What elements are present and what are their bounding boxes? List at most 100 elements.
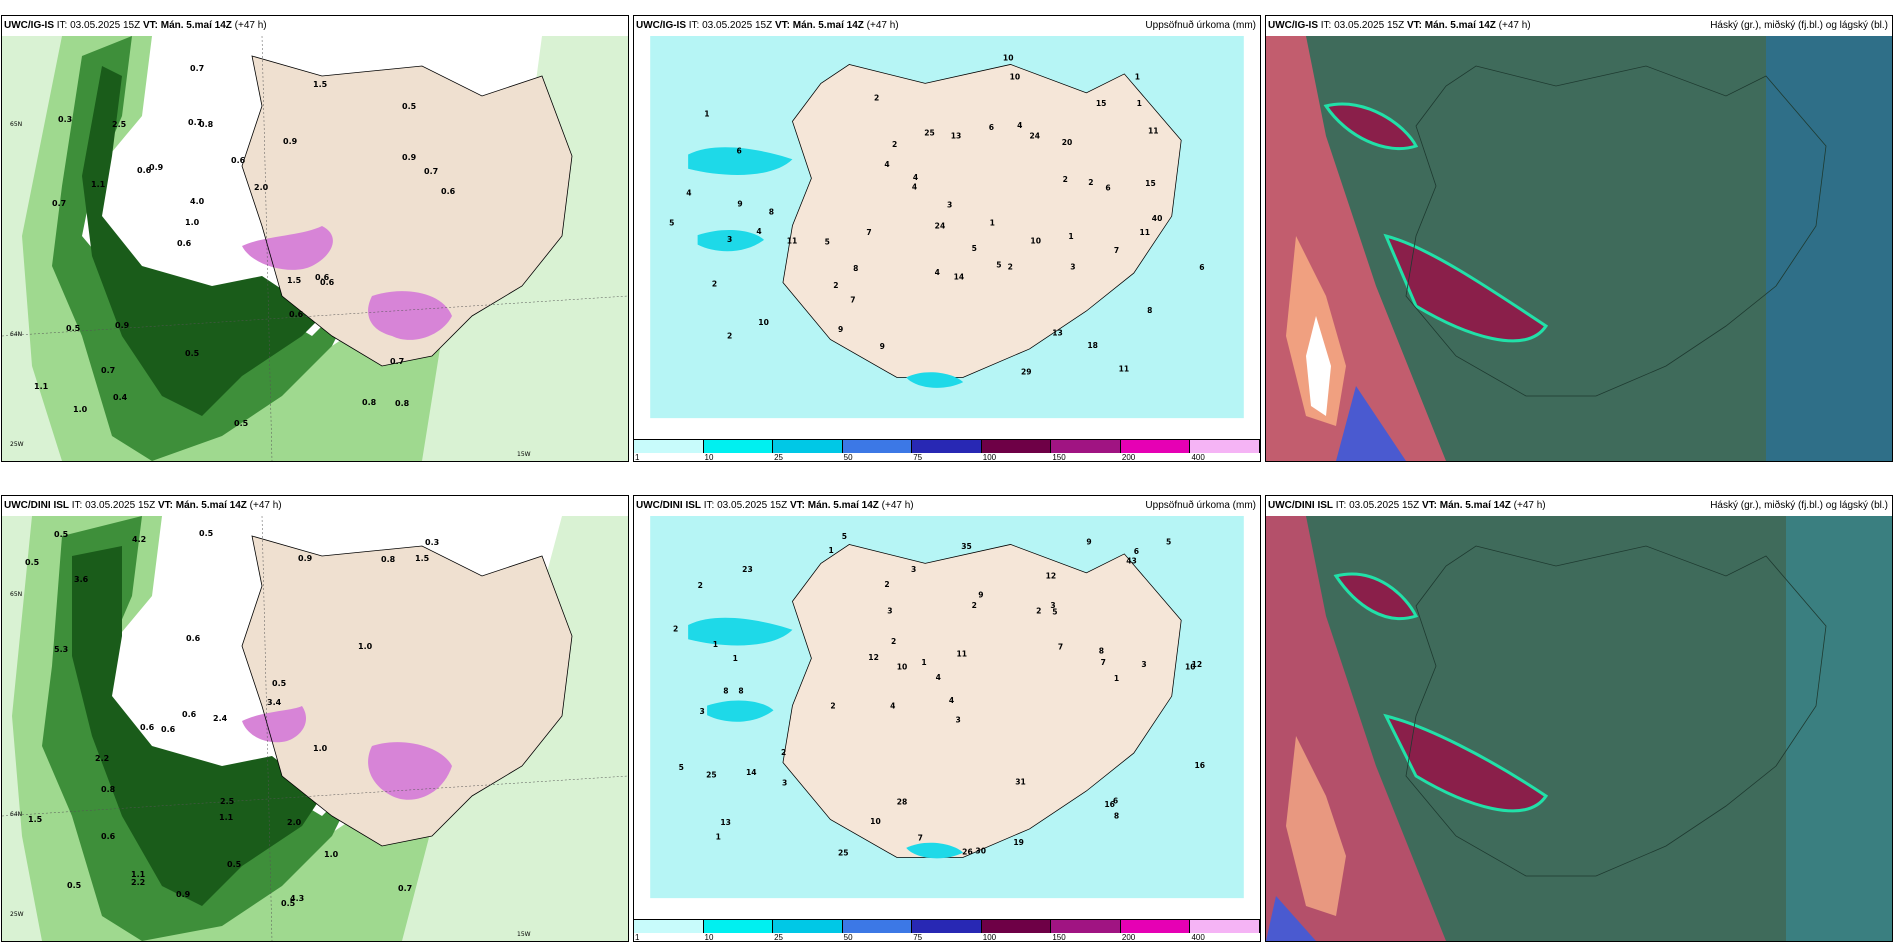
value-label: 4 — [935, 268, 940, 277]
value-label: 8 — [723, 686, 728, 695]
value-label: 0.5 — [227, 860, 242, 869]
lead-time: (+47 h) — [249, 500, 282, 511]
value-label: 0.7 — [424, 167, 438, 176]
value-label: 6 — [1113, 796, 1118, 805]
valid-time: VT: Mán. 5.maí 14Z — [774, 20, 864, 31]
init-time: IT: 03.05.2025 15Z — [703, 500, 788, 511]
init-time: IT: 03.05.2025 15Z — [688, 20, 773, 31]
value-label: 1 — [733, 654, 738, 663]
value-label: 6 — [1134, 547, 1139, 556]
value-label: 3.6 — [74, 575, 89, 584]
value-label: 26 — [962, 848, 973, 857]
value-label: 11 — [956, 649, 967, 658]
colorbar-swatch — [1120, 919, 1191, 933]
value-label: 2 — [1063, 175, 1068, 184]
low-cloud-patch — [1266, 896, 1316, 941]
value-label: 0.5 — [272, 679, 287, 688]
value-label: 3.4 — [267, 698, 282, 707]
valid-time: VT: Mán. 5.maí 14Z — [142, 20, 232, 31]
value-label: 1 — [1137, 99, 1142, 108]
model-name: UWC/IG-IS — [636, 20, 686, 31]
value-label: 6 — [736, 147, 741, 156]
value-label: 5 — [825, 238, 830, 247]
value-label: 5 — [1052, 608, 1057, 617]
value-label: 2.0 — [287, 818, 302, 827]
lon-label-15w: 15W — [517, 931, 531, 938]
value-label: 16 — [1194, 761, 1205, 770]
colorbar-tick: 150 — [1052, 453, 1066, 462]
value-label: 0.3 — [58, 115, 72, 124]
valid-time: VT: Mán. 5.maí 14Z — [157, 500, 247, 511]
value-label: 2 — [884, 580, 889, 589]
value-label: 1 — [1135, 73, 1140, 82]
value-label: 1.1 — [219, 813, 234, 822]
value-label: 1.5 — [28, 815, 43, 824]
value-label: 43 — [1126, 556, 1137, 565]
value-label: 0.4 — [113, 393, 128, 402]
lat-label-64: 64N — [10, 811, 22, 818]
value-label: 0.7 — [101, 366, 115, 375]
model-name: UWC/DINI ISL — [636, 500, 701, 511]
value-label: 5 — [996, 260, 1001, 269]
value-label: 8 — [1099, 646, 1104, 655]
value-label: 0.6 — [231, 156, 246, 165]
value-label: 2 — [1088, 178, 1093, 187]
value-label: 0.9 — [115, 321, 130, 330]
lat-label-64: 64N — [10, 331, 22, 338]
colorbar-tick: 25 — [774, 453, 784, 462]
value-label: 1.0 — [313, 744, 328, 753]
mid-cloud-band — [1323, 102, 1419, 151]
value-label: 7 — [850, 295, 855, 304]
colorbar-tick: 10 — [704, 453, 714, 462]
lon-label-25w: 25W — [10, 911, 24, 918]
colorbar-swatch — [773, 439, 843, 453]
colorbar-tick: 100 — [982, 933, 997, 942]
value-label: 30 — [975, 847, 986, 856]
colorbar-tick: 25 — [774, 933, 784, 942]
colorbar: 1 10 25 50 75 100 150 200 400 — [634, 439, 1260, 461]
value-label: 0.6 — [140, 723, 155, 732]
colorbar-swatch — [703, 919, 774, 933]
colorbar-swatch — [634, 439, 704, 453]
snow-patch — [242, 226, 333, 270]
value-label: 0.7 — [398, 884, 412, 893]
value-label: 3 — [1050, 601, 1055, 610]
value-label: 2.5 — [220, 797, 235, 806]
value-label: 0.5 — [54, 530, 69, 539]
lon-label-15w: 15W — [517, 451, 531, 458]
colorbar-swatch — [703, 439, 774, 453]
lead-time: (+47 h) — [881, 500, 914, 511]
value-label: 4 — [686, 188, 691, 197]
value-label: 2 — [1008, 262, 1013, 271]
value-label: 0.7 — [52, 199, 66, 208]
mid-cloud-band — [1333, 572, 1419, 621]
value-label: 4 — [913, 173, 918, 182]
colorbar-swatch — [1120, 439, 1191, 453]
value-label: 2.0 — [254, 183, 269, 192]
value-label: 6 — [1105, 184, 1110, 193]
value-label: 0.7 — [390, 357, 404, 366]
value-label: 10 — [870, 817, 881, 826]
value-label: 10 — [758, 318, 769, 327]
panel-title: Háský (gr.), miðský (fj.bl.) og lágský (… — [1710, 20, 1888, 31]
colorbar-swatch — [981, 919, 1052, 933]
colorbar-swatch — [1190, 439, 1260, 453]
value-label: 5 — [972, 244, 977, 253]
value-label: 0.5 — [66, 324, 81, 333]
precip-max-area — [688, 147, 793, 175]
value-label: 0.6 — [177, 239, 192, 248]
value-label: 8 — [1114, 811, 1119, 820]
value-label: 4 — [884, 160, 889, 169]
value-label: 7 — [1114, 246, 1119, 255]
value-label: 9 — [1086, 537, 1091, 546]
value-label: 0.5 — [402, 102, 417, 111]
colorbar-swatch — [842, 919, 913, 933]
value-label: 4 — [756, 227, 761, 236]
snow-patch — [368, 291, 452, 340]
value-label: 10 — [1185, 663, 1196, 672]
lead-time: (+47 h) — [866, 20, 899, 31]
value-label: 24 — [935, 221, 946, 230]
init-time: IT: 03.05.2025 15Z — [1335, 500, 1420, 511]
precip-max-area — [906, 372, 964, 388]
value-label: 0.9 — [283, 137, 298, 146]
